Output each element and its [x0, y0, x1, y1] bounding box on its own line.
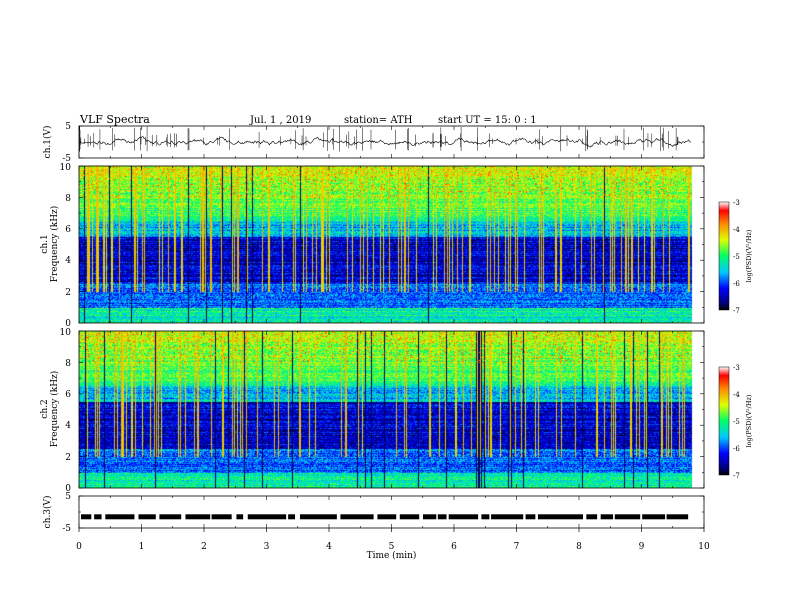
ch1-colorbar-tick-m5: -5	[733, 253, 740, 261]
station-label: station= ATH	[344, 115, 413, 126]
ch2-colorbar-tick-m7: -7	[733, 472, 740, 480]
xtick-7: 7	[514, 542, 520, 552]
ch3-voltage-segment	[236, 514, 244, 520]
figure-header: VLF Spectra Jul. 1 , 2019 station= ATH s…	[79, 113, 537, 126]
ch2-channel-label: ch.2	[40, 399, 50, 418]
ch2-ytick-2: 2	[65, 453, 71, 463]
ch3-voltage-segment	[377, 514, 397, 520]
time-axis: 0 1 2 3 4 5 6 7 8 9 10 Time (min)	[76, 528, 710, 561]
ch3-voltage-segment	[288, 514, 296, 520]
ch2-colorbar-tick-m3: -3	[733, 364, 740, 372]
xtick-3: 3	[264, 542, 270, 552]
ch3-voltage-segment	[448, 514, 479, 520]
ch3-voltage-segment	[247, 514, 287, 520]
ch2-ytick-8: 8	[65, 359, 71, 369]
ch1-spectrogram-image	[79, 166, 704, 323]
xtick-10: 10	[698, 542, 710, 552]
ch2-frequency-ylabel: Frequency (kHz)	[49, 371, 60, 448]
ch3-voltage-segment	[437, 514, 447, 520]
ch3-voltage-segment	[185, 514, 211, 520]
ch3-voltage-segment	[299, 514, 337, 520]
ch1-voltage-spikes	[79, 126, 679, 152]
ch3-voltage-segment	[481, 514, 490, 520]
ch3-ytick-top: 5	[65, 492, 71, 502]
ch3-voltage-segment	[399, 514, 420, 520]
ch2-ytick-6: 6	[65, 390, 71, 400]
ch3-voltage-segment	[159, 514, 182, 520]
ch1-colorbar-tick-m4: -4	[733, 226, 740, 234]
ch3-voltage-segment	[642, 514, 666, 520]
ch2-colorbar-tick-m5: -5	[733, 418, 740, 426]
ch1-ytick-4: 4	[65, 256, 71, 266]
ch1-colorbar-tick-m7: -7	[733, 307, 740, 315]
ch3-voltage-segment	[586, 514, 598, 520]
ch1-ytick-2: 2	[65, 288, 71, 298]
ch2-colorbar: -3 -4 -5 -6 -7 log(PSD)(V²/Hz)	[718, 364, 753, 480]
ch3-voltage-frame	[78, 495, 705, 529]
ch3-voltage-segment	[525, 514, 536, 520]
xtick-0: 0	[76, 542, 82, 552]
xtick-6: 6	[451, 542, 457, 552]
ch3-voltage-ylabel: ch.3(V)	[42, 496, 53, 529]
ch1-ytick-bottom: -5	[62, 154, 71, 164]
ch3-voltage-segment	[614, 514, 641, 520]
ch2-ytick-0: 0	[65, 484, 71, 494]
ch1-colorbar: -3 -4 -5 -6 -7 log(PSD)(V²/Hz)	[718, 199, 753, 315]
ch3-voltage-segment	[422, 514, 437, 520]
ch3-voltage-segment	[81, 514, 92, 520]
ch1-voltage-trace	[78, 136, 691, 148]
ch2-frequency-ticks: 0 2 4 6 8 10	[60, 328, 72, 494]
ch3-voltage-segment	[491, 514, 524, 520]
ch2-colorbar-scale	[718, 366, 730, 476]
xtick-5: 5	[389, 542, 395, 552]
ch2-spectrogram-image	[79, 331, 704, 488]
ch1-channel-label: ch.1	[40, 234, 50, 253]
ch1-colorbar-tick-m6: -6	[733, 280, 740, 288]
ch1-ytick-0: 0	[65, 319, 71, 329]
ch2-ytick-10: 10	[60, 328, 72, 338]
ch3-voltage-segment	[340, 514, 374, 520]
xtick-8: 8	[576, 542, 582, 552]
xtick-2: 2	[201, 542, 207, 552]
ch2-colorbar-label: log(PSD)(V²/Hz)	[745, 394, 753, 447]
panel-tick-marks	[78, 125, 705, 529]
ch3-voltage-segment	[105, 514, 135, 520]
ch2-colorbar-tick-m4: -4	[733, 391, 740, 399]
ch3-voltage-trace	[81, 514, 689, 520]
ch1-ytick-top: 5	[65, 122, 71, 132]
ch3-voltage-segment	[537, 514, 584, 520]
time-axis-label: Time (min)	[367, 550, 417, 561]
ch1-ytick-10: 10	[60, 163, 72, 173]
ch1-voltage-ylabel: ch.1(V)	[42, 126, 53, 159]
ch1-spectrogram-panel: 0 2 4 6 8 10 ch.1 Frequency (kHz) -3 -4 …	[40, 163, 753, 329]
ch1-ytick-6: 6	[65, 225, 71, 235]
date-label: Jul. 1 , 2019	[249, 115, 311, 126]
xtick-1: 1	[139, 542, 145, 552]
ch1-colorbar-tick-m3: -3	[733, 199, 740, 207]
ch3-ytick-bottom: -5	[62, 524, 71, 534]
ch1-ytick-8: 8	[65, 194, 71, 204]
figure-title: VLF Spectra	[79, 113, 150, 126]
ch3-voltage-segment	[600, 514, 614, 520]
ch1-colorbar-scale	[718, 201, 730, 311]
start-time-label: start UT = 15: 0 : 1	[438, 115, 537, 126]
ch3-voltage-panel: 5 -5 ch.3(V)	[42, 492, 705, 534]
ch1-frequency-ylabel: Frequency (kHz)	[49, 206, 60, 283]
ch2-colorbar-tick-m6: -6	[733, 445, 740, 453]
ch3-voltage-segment	[94, 514, 102, 520]
ch3-voltage-segment	[211, 514, 232, 520]
xtick-4: 4	[326, 542, 332, 552]
ch3-voltage-segment	[138, 514, 156, 520]
ch1-frequency-ticks: 0 2 4 6 8 10	[60, 163, 72, 329]
xtick-9: 9	[639, 542, 645, 552]
ch2-ytick-4: 4	[65, 421, 71, 431]
ch1-voltage-panel: 5 -5 ch.1(V)	[42, 122, 705, 164]
ch3-voltage-segment	[666, 514, 689, 520]
ch2-spectrogram-panel: 0 2 4 6 8 10 ch.2 Frequency (kHz) -3 -4 …	[40, 328, 753, 494]
ch1-colorbar-label: log(PSD)(V²/Hz)	[745, 229, 753, 282]
